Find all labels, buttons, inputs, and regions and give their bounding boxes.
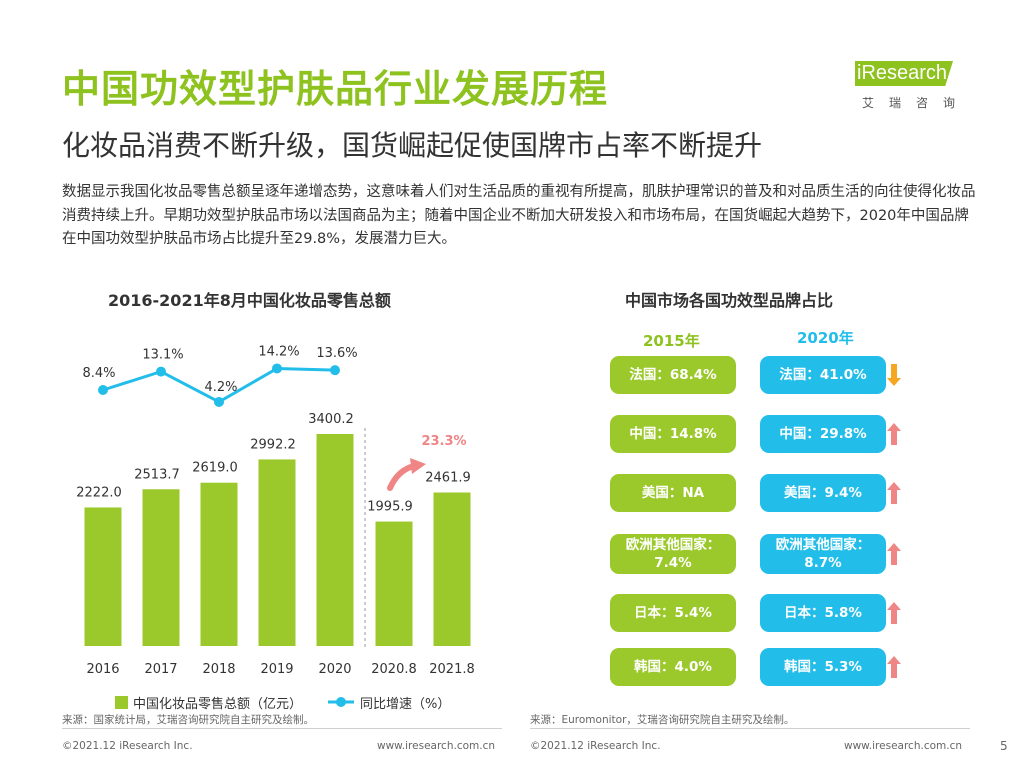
share-2015-欧洲其他国家: 欧洲其他国家： 7.4% [610, 534, 736, 574]
x-tick-label: 2020.8 [371, 662, 417, 677]
x-tick-label: 2020 [318, 662, 351, 677]
growth-point [156, 366, 166, 377]
retail-sales-chart: 2222.0 2513.7 2619.0 2992.2 3400.2 1995.9 2461… [76, 344, 475, 712]
trend-up-icon [887, 543, 901, 565]
logo-cn: 艾瑞咨询 [862, 96, 971, 110]
growth-point [272, 363, 282, 374]
growth-value-label: 14.2% [258, 344, 299, 359]
column-header-2020: 2020年 [797, 329, 854, 347]
share-2015-日本: 日本：5.4% [610, 594, 736, 632]
x-tick-label: 2016 [86, 662, 119, 677]
left-source: 来源：国家统计局，艾瑞咨询研究院自主研究及绘制。 [62, 714, 314, 726]
page-title: 中国功效型护肤品行业发展历程 [62, 67, 609, 111]
share-2020-法国: 法国：41.0% [760, 356, 886, 394]
left-chart-title: 2016-2021年8月中国化妆品零售总额 [108, 291, 391, 310]
footer-divider-left [62, 728, 502, 729]
growth-annotation: 23.3% [421, 434, 466, 449]
bar-value-label: 3400.2 [308, 412, 354, 427]
annotation-arrow [387, 463, 417, 491]
bar-2020.8 [375, 521, 413, 646]
trend-down-icon [887, 364, 901, 386]
bar-value-label: 2222.0 [76, 485, 122, 500]
page-number: 5 [1000, 739, 1008, 753]
page-subtitle: 化妆品消费不断升级，国货崛起促使国牌市占率不断提升 [62, 129, 763, 162]
bar-value-label: 2992.2 [250, 437, 296, 452]
trend-up-icon [887, 602, 901, 624]
x-tick-label: 2021.8 [429, 662, 475, 677]
x-tick-label: 2017 [144, 662, 177, 677]
x-tick-label: 2019 [260, 662, 293, 677]
growth-value-label: 4.2% [204, 380, 237, 395]
x-tick-label: 2018 [202, 662, 235, 677]
footer-copyright-left: ©2021.12 iResearch Inc. [62, 740, 193, 752]
share-2020-欧洲其他国家: 欧洲其他国家： 8.7% [760, 534, 886, 574]
legend-line-marker [336, 697, 346, 707]
share-2020-韩国: 韩国：5.3% [760, 648, 886, 686]
bar-2020 [316, 434, 354, 646]
share-2020-美国: 美国：9.4% [760, 474, 886, 512]
share-2015-中国: 中国：14.8% [610, 415, 736, 453]
bar-2021.8 [433, 492, 471, 646]
bar-2018 [200, 482, 238, 646]
bar-2016 [84, 507, 122, 646]
logo-name: iResearch [855, 61, 954, 86]
growth-value-label: 13.6% [316, 346, 357, 361]
growth-value-label: 8.4% [82, 366, 115, 381]
annotation-arrow-head [410, 458, 426, 474]
right-source: 来源：Euromonitor，艾瑞咨询研究院自主研究及绘制。 [530, 714, 795, 726]
bar-2019 [258, 459, 296, 646]
growth-point [330, 365, 340, 376]
bar-value-label: 2461.9 [425, 471, 471, 486]
share-2020-中国: 中国：29.8% [760, 415, 886, 453]
legend-bar-swatch [115, 696, 128, 709]
share-2020-日本: 日本：5.8% [760, 594, 886, 632]
footer-divider-right [530, 728, 970, 729]
legend-line-label: 同比增速（%） [360, 697, 450, 712]
footer-copyright-right: ©2021.12 iResearch Inc. [530, 740, 661, 752]
iresearch-logo: iResearch 艾瑞咨询 [848, 52, 973, 114]
growth-point [214, 396, 224, 407]
legend-bar-label: 中国化妆品零售总额（亿元） [133, 696, 302, 712]
footer-url-left[interactable]: www.iresearch.com.cn [377, 740, 496, 752]
bar-2017 [142, 489, 180, 646]
share-2015-韩国: 韩国：4.0% [610, 648, 736, 686]
growth-point [98, 385, 108, 395]
growth-value-label: 13.1% [142, 348, 183, 363]
share-2015-美国: 美国：NA [610, 474, 736, 512]
trend-up-icon [887, 656, 901, 678]
trend-up-icon [887, 423, 901, 445]
bar-value-label: 2619.0 [192, 461, 238, 476]
right-chart-title: 中国市场各国功效型品牌占比 [625, 291, 834, 310]
column-header-2015: 2015年 [643, 332, 700, 350]
share-2015-法国: 法国：68.4% [610, 356, 736, 394]
bar-value-label: 1995.9 [367, 500, 413, 515]
description-text: 数据显示我国化妆品零售总额呈逐年递增态势，这意味着人们对生活品质的重视有所提高，… [62, 184, 976, 247]
footer-url-right[interactable]: www.iresearch.com.cn [844, 740, 963, 752]
trend-up-icon [887, 482, 901, 504]
bar-value-label: 2513.7 [134, 467, 180, 482]
